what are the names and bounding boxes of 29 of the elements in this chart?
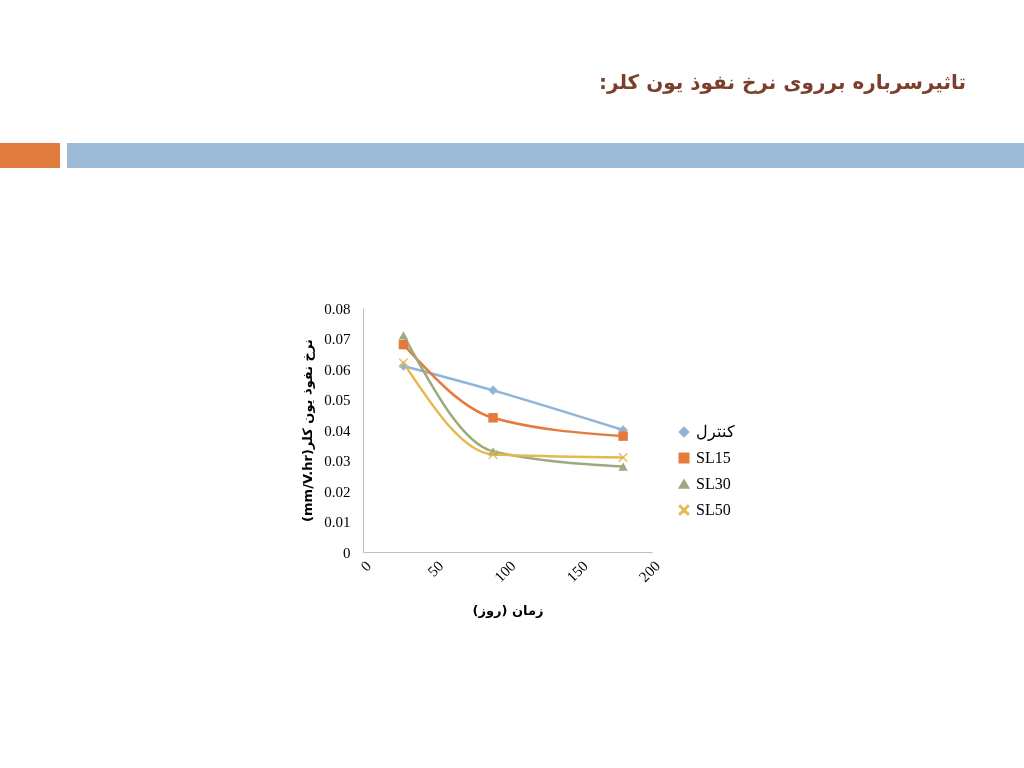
legend-label: کنترل	[696, 423, 735, 441]
y-tick-label: 0.06	[324, 361, 351, 378]
y-tick-label: 0.07	[324, 331, 351, 347]
y-tick-label: 0.03	[324, 453, 351, 469]
y-tick-label: 0.02	[324, 483, 351, 500]
x-tick-label: 0	[357, 557, 375, 575]
x-tick-label: 200	[635, 557, 664, 586]
y-tick-label: 0.01	[324, 514, 351, 530]
point	[398, 339, 409, 350]
point	[488, 385, 498, 396]
text: تاثیرسرباره برروی نرخ نفوذ یون کلر:	[598, 70, 966, 94]
point	[488, 413, 498, 423]
x-tick-label: 100	[491, 557, 519, 586]
point	[618, 452, 628, 463]
point	[618, 431, 628, 441]
y-tick-label: 0.04	[324, 422, 351, 439]
x-tick-label: 50	[424, 557, 447, 580]
point	[398, 331, 409, 340]
y-tick-label: 0	[343, 544, 351, 561]
point	[488, 449, 498, 460]
legend-label: SL15	[696, 449, 731, 466]
x-axis-title: زمان (روز)	[472, 603, 544, 619]
point	[618, 462, 628, 471]
legend-label: SL50	[696, 501, 731, 518]
y-tick-label: 0.05	[324, 392, 351, 408]
y-axis-title: نرخ نفوذ یون کلر(mm/V.hr)	[300, 339, 316, 522]
x-tick-label: 150	[563, 557, 591, 586]
legend-label: SL30	[696, 475, 731, 492]
y-tick-label: 0.08	[324, 300, 351, 317]
